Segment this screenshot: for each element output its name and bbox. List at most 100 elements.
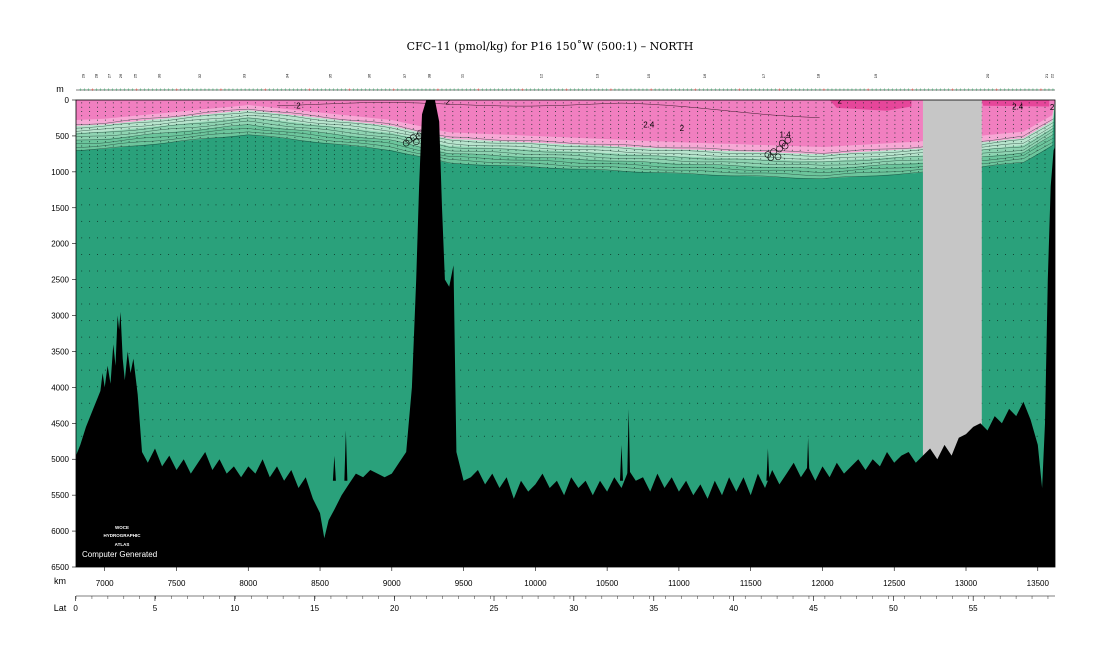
sample-dot (270, 132, 272, 134)
sample-dot (555, 111, 556, 112)
sample-dot (318, 167, 320, 168)
sample-dot (515, 419, 517, 421)
sample-dot (997, 303, 999, 305)
sample-dot (752, 102, 754, 104)
sample-dot (886, 162, 888, 164)
sample-dot (665, 167, 667, 168)
sample-dot (831, 132, 833, 134)
sample-dot (594, 162, 596, 164)
sample-dot (349, 128, 351, 130)
sample-dot (855, 402, 856, 404)
sample-dot (152, 136, 154, 138)
sample-dot (136, 220, 138, 222)
sample-dot (760, 336, 762, 338)
station-cross: + (867, 88, 870, 94)
sample-dot (831, 386, 833, 388)
sample-dot (878, 320, 880, 322)
station-cross: + (348, 88, 351, 94)
sample-dot (223, 320, 225, 322)
sample-dot (618, 141, 620, 143)
sample-dot (839, 106, 841, 108)
sample-dot (262, 386, 264, 388)
station-cross: + (971, 88, 974, 94)
station-cross: + (625, 88, 628, 94)
sample-dot (81, 106, 83, 108)
sample-dot (191, 111, 193, 112)
sample-dot (476, 154, 477, 156)
sample-dot (618, 136, 620, 138)
sample-dot (97, 353, 98, 355)
sample-dot (689, 136, 691, 138)
sample-dot (483, 254, 485, 255)
sample-dot (168, 158, 170, 160)
sample-dot (507, 220, 509, 222)
sample-dot (104, 111, 106, 112)
sample-dot (697, 171, 699, 173)
sample-dot (81, 402, 83, 404)
sample-dot (539, 336, 541, 338)
sample-dot (815, 254, 817, 255)
sample-dot (823, 106, 825, 108)
sample-dot (776, 171, 777, 173)
station-cross: + (220, 88, 223, 94)
station-number-label: 18 (816, 73, 821, 78)
sample-dot (397, 167, 398, 168)
station-cross: + (449, 88, 452, 94)
sample-dot (870, 270, 872, 272)
sample-dot (397, 162, 398, 164)
sample-dot (791, 106, 793, 108)
sample-dot (381, 237, 383, 239)
sample-dot (839, 303, 841, 305)
sample-dot (744, 115, 746, 117)
sample-dot (681, 141, 683, 143)
station-cross: + (143, 88, 146, 94)
sample-dot (902, 102, 904, 104)
sample-dot (626, 167, 627, 168)
sample-dot (886, 136, 888, 138)
sample-dot (89, 171, 91, 173)
sample-dot (610, 123, 612, 125)
station-cross: + (674, 88, 677, 94)
sample-dot (215, 111, 217, 112)
sample-dot (641, 111, 643, 112)
sample-dot (633, 167, 635, 168)
sample-dot (152, 270, 154, 272)
sample-dot (262, 136, 264, 138)
station-number-label: 33 (241, 73, 246, 78)
sample-dot (239, 123, 241, 125)
contour-line (76, 114, 1054, 160)
latitude-unit-label: Lat (54, 603, 67, 613)
sample-dot (752, 303, 754, 305)
sample-dot (207, 132, 209, 134)
station-cross: + (851, 88, 854, 94)
sample-dot (1028, 106, 1030, 108)
sample-dot (191, 204, 193, 206)
sample-dot (1005, 167, 1006, 168)
sample-dot (618, 106, 620, 108)
sample-dot (673, 204, 675, 206)
lat-tick-label: 15 (310, 604, 319, 613)
sample-dot (199, 123, 201, 125)
sample-dot (286, 419, 288, 421)
sample-dot (389, 237, 391, 239)
sample-dot (594, 386, 596, 388)
sample-dot (444, 220, 446, 222)
sample-dot (633, 171, 635, 173)
sample-dot (744, 220, 746, 222)
sample-dot (720, 145, 722, 147)
sample-dot (381, 270, 383, 272)
sample-dot (586, 167, 588, 168)
sample-dot (831, 141, 833, 143)
sample-dot (81, 115, 83, 117)
sample-dot (152, 402, 154, 404)
sample-dot (318, 132, 320, 134)
sample-dot (618, 237, 620, 239)
sample-dot (641, 145, 643, 147)
sample-dot (223, 149, 225, 151)
sample-dot (223, 167, 225, 168)
sample-dot (1028, 162, 1030, 164)
station-number-label: 26 (118, 73, 123, 78)
sample-dot (483, 145, 485, 147)
sample-dot (183, 402, 185, 404)
sample-dot (191, 119, 193, 121)
